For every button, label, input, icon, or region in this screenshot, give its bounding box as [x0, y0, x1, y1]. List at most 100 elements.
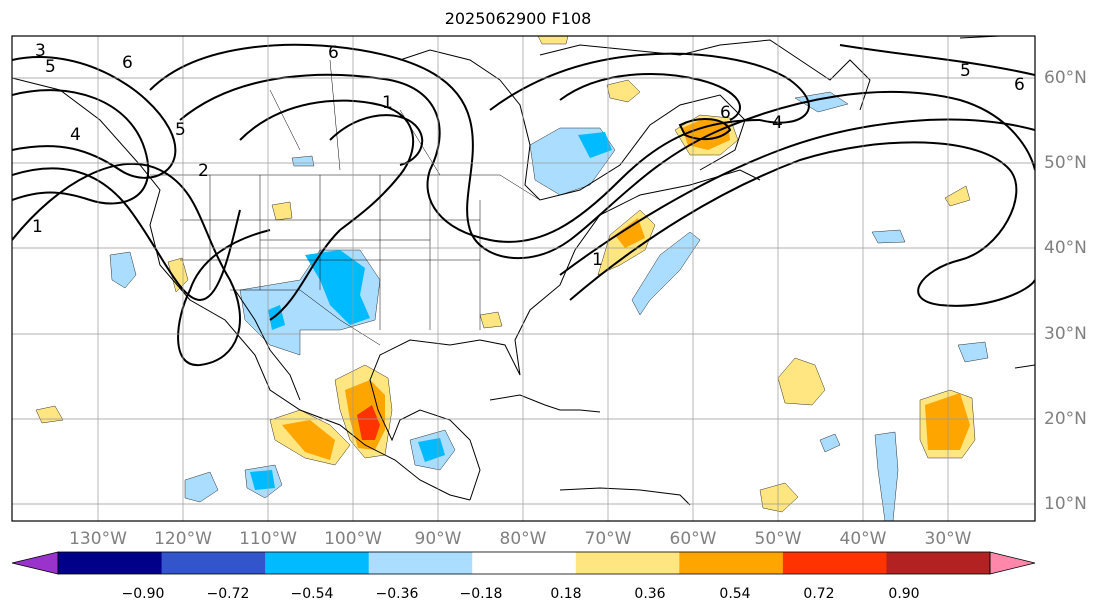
- contour-label: 5: [960, 61, 971, 81]
- contour-3: [12, 162, 271, 367]
- cuba-hispaniola: [489, 394, 601, 413]
- colorbar-segment: [886, 552, 991, 574]
- contour-14: [839, 44, 1035, 76]
- s-america-coast: [559, 487, 691, 506]
- orange-mexico: [282, 420, 335, 460]
- gulf-atlantic-coast: [369, 169, 761, 501]
- colorbar-tick-label: 0.18: [550, 586, 582, 602]
- contour-label: 4: [772, 113, 783, 133]
- colorbar-tick-label: 0.36: [634, 586, 666, 602]
- light-blue-epac2: [184, 471, 219, 503]
- yellow-arctic: [537, 36, 569, 45]
- us-mexico-border: [230, 289, 381, 346]
- longitude-label: 40°W: [839, 529, 887, 549]
- yellow-greenland: [606, 79, 641, 103]
- light-blue-atlantic: [631, 231, 701, 316]
- yellow-rockies: [271, 201, 293, 221]
- longitude-label: 70°W: [584, 529, 632, 549]
- colorbar-tick-label: 0.90: [888, 586, 920, 602]
- light-blue-midatl: [871, 229, 906, 244]
- contour-11: [678, 118, 732, 141]
- longitude-label: 80°W: [499, 529, 547, 549]
- latitude-label: 60°N: [1044, 68, 1087, 88]
- light-blue-atl3: [819, 433, 841, 453]
- contour-label-group: 3 5 6 6 1 4 5 2 1 6 4 5 6 1: [32, 41, 1025, 270]
- contour-4: [12, 167, 241, 302]
- longitude-label: 120°W: [154, 529, 212, 549]
- orange-eatl: [925, 393, 970, 450]
- longitude-label: 130°W: [69, 529, 127, 549]
- colorbar-segment: [472, 552, 577, 574]
- colorbar-segment: [265, 552, 370, 574]
- colorbar-tick-label: −0.54: [290, 586, 334, 602]
- colorbar-segment: [575, 552, 680, 574]
- contour-label: 6: [122, 53, 133, 73]
- arctic-coast: [399, 49, 501, 81]
- greenland-coast: [539, 39, 871, 111]
- contour-label: 6: [328, 43, 339, 63]
- colorbar-tick-label: 0.72: [803, 586, 835, 602]
- africa-coast: [1014, 364, 1035, 369]
- graticule: [12, 36, 1035, 521]
- contour-10: [559, 73, 741, 121]
- colorbar-segment: [782, 552, 887, 574]
- pacific-coast: [12, 77, 471, 501]
- map-title: 2025062900 F108: [444, 9, 592, 28]
- colorbar-tick-label: −0.36: [375, 586, 419, 602]
- longitude-label: 110°W: [239, 529, 297, 549]
- contour-7: [239, 99, 414, 321]
- us-canada-border: [150, 174, 541, 201]
- contour-label: 1: [592, 250, 603, 270]
- colorbar-segment: [368, 552, 473, 574]
- latitude-label: 10°N: [1044, 494, 1087, 514]
- colorbar-tick-label: −0.18: [459, 586, 503, 602]
- yellow-se: [479, 311, 503, 329]
- colorbar-extend-max: [989, 551, 1036, 575]
- map-frame: [11, 35, 1036, 522]
- light-blue-canada: [291, 155, 315, 167]
- colorbar-segment: [161, 552, 266, 574]
- contour-12: [559, 118, 1035, 276]
- contour-label: 5: [175, 120, 186, 140]
- colorbar: [11, 551, 1036, 575]
- longitude-label: 100°W: [324, 529, 382, 549]
- yellow-satl: [759, 482, 799, 513]
- contour-label: 6: [720, 103, 731, 123]
- contour-5: [149, 43, 1035, 260]
- contour-label: 1: [382, 93, 393, 113]
- blue-quebec: [578, 132, 612, 158]
- latitude-label: 20°N: [1044, 409, 1087, 429]
- orange-atlantic: [615, 218, 645, 248]
- colorbar-segment: [58, 552, 163, 574]
- yellow-matl: [777, 357, 826, 406]
- contour-1: [12, 56, 177, 179]
- contour-8: [329, 114, 424, 166]
- contour-13: [569, 141, 1035, 307]
- colorbar-tick-label: 0.54: [719, 586, 751, 602]
- contour-label: 5: [45, 57, 56, 77]
- blue-epac: [250, 470, 275, 490]
- contour-label: 6: [1014, 75, 1025, 95]
- contour-label: 4: [70, 125, 81, 145]
- contour-label: 1: [32, 217, 43, 237]
- longitude-label: 60°W: [669, 529, 717, 549]
- red-gulf: [357, 405, 380, 440]
- colorbar-frame: [57, 551, 991, 575]
- latitude-label: 50°N: [1044, 153, 1087, 173]
- light-blue-eatl2: [957, 341, 989, 363]
- contour-label: 3: [35, 41, 46, 61]
- colorbar-tick-label: −0.72: [206, 586, 250, 602]
- light-blue-pacific: [109, 251, 137, 289]
- longitude-label: 90°W: [414, 529, 462, 549]
- colorbar-tick-label: −0.90: [121, 586, 165, 602]
- baja-coast: [234, 289, 301, 401]
- contour-9: [489, 52, 810, 124]
- anomaly-shading: [35, 36, 989, 521]
- contour-2: [12, 89, 150, 205]
- longitude-label: 50°W: [754, 529, 802, 549]
- longitude-label: 30°W: [924, 529, 972, 549]
- blue-plains: [305, 250, 370, 325]
- latitude-label: 30°N: [1044, 324, 1087, 344]
- colorbar-segment: [679, 552, 784, 574]
